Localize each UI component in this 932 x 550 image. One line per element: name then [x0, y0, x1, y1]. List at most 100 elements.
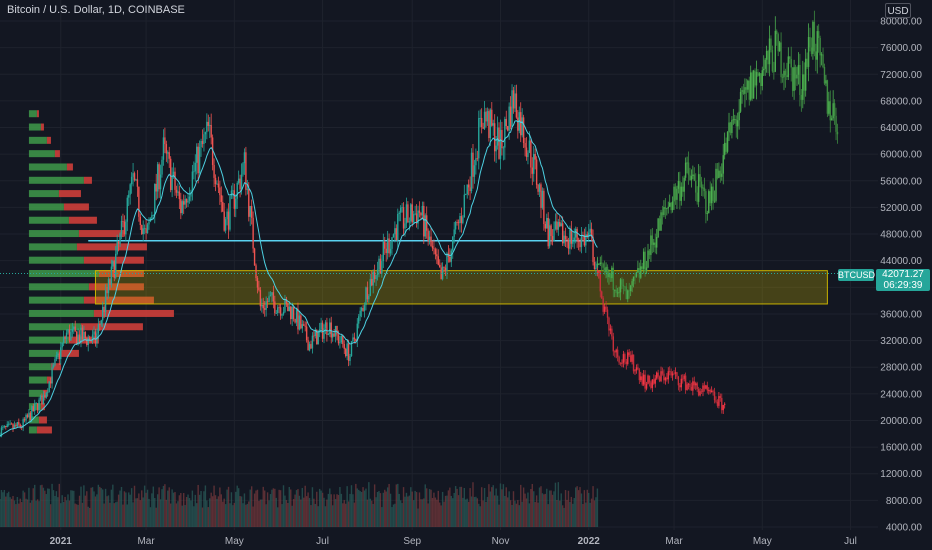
profile-bar-up [28, 349, 59, 357]
volume-bar [454, 486, 457, 527]
candle [541, 190, 544, 208]
time-axis[interactable]: 2021 Mar May Jul Sep Nov 2022 Mar May Jul [50, 536, 857, 547]
candle [353, 337, 356, 340]
volume-bar [320, 490, 322, 527]
bear-projection-candle [641, 376, 643, 385]
candle [579, 241, 581, 248]
volume-bar [227, 486, 230, 527]
volume-bar [298, 495, 301, 527]
time-tick-label: Mar [665, 536, 683, 547]
price-tick-label: 76000.00 [880, 43, 922, 54]
candle [167, 152, 169, 154]
volume-bar [430, 489, 432, 527]
volume-bar [112, 484, 114, 527]
volume-bar [204, 485, 207, 527]
candle [298, 315, 301, 330]
last-price-badge: 42071.27 06:29:39 [876, 269, 930, 291]
volume-bar [541, 493, 544, 527]
candle [439, 264, 441, 268]
volume-bar [485, 502, 487, 527]
volume-bar [278, 489, 280, 527]
volume-bar [423, 498, 425, 527]
candle [337, 334, 340, 344]
volume-bar [439, 502, 441, 527]
candle [535, 159, 538, 185]
bear-projection-candle [715, 400, 717, 402]
candle [524, 143, 526, 148]
candle [384, 241, 386, 249]
bull-projection-candle [783, 70, 785, 78]
candle [272, 292, 275, 302]
volume-bar [281, 504, 283, 527]
volume-bar [314, 503, 317, 527]
volume-bar [38, 501, 40, 527]
candle [554, 221, 557, 229]
currency-label[interactable]: USD [885, 3, 911, 18]
candle [152, 215, 155, 216]
candle [141, 225, 143, 235]
volume-bar [29, 502, 32, 527]
candle [457, 222, 460, 224]
volume-bar [373, 484, 376, 527]
candle [462, 217, 464, 223]
candle [496, 127, 499, 146]
candle [365, 287, 367, 306]
bull-projection-candle [734, 119, 736, 121]
ema-path [0, 120, 598, 437]
volume-bar [136, 498, 139, 527]
candle [547, 217, 549, 247]
candlesticks [0, 84, 599, 438]
candle [264, 308, 266, 310]
price-axis[interactable]: 80000.00 76000.00 72000.00 68000.00 64000.00… [880, 17, 922, 534]
candle [119, 233, 121, 244]
candle [71, 328, 74, 332]
volume-bar [233, 502, 236, 527]
volume-bar [371, 500, 373, 527]
candle [404, 223, 406, 229]
volume-bar [353, 502, 356, 527]
bull-projection-candle [629, 285, 632, 292]
candle [323, 328, 325, 339]
bull-projection-candle [722, 155, 724, 174]
candle [226, 211, 228, 220]
volume-bar [336, 494, 338, 527]
candle [99, 324, 101, 326]
volume-bar [407, 496, 409, 527]
volume-bar [70, 490, 72, 527]
candle [93, 331, 95, 335]
candle [32, 406, 34, 412]
bull-projection-candle [670, 202, 672, 211]
bull-projection-candle [804, 58, 807, 91]
candle [120, 220, 123, 234]
bull-projection-candle [710, 186, 713, 204]
bull-projection-candle [823, 66, 826, 84]
candle [310, 344, 312, 349]
candle [561, 223, 564, 244]
volume-bar [301, 487, 304, 527]
price-tick-label: 64000.00 [880, 123, 922, 134]
price-tick-label: 12000.00 [880, 469, 922, 480]
bear-projection-candle [723, 403, 726, 405]
candle [382, 241, 385, 262]
bull-projection-candle [686, 162, 688, 164]
candle [7, 423, 10, 425]
volume-bar [372, 503, 374, 527]
bull-projection-candle [806, 58, 808, 67]
bull-projection-candle [777, 34, 779, 52]
bull-projection-candle [706, 213, 709, 215]
bull-projection-candle [758, 73, 761, 76]
bear-projection-candle [702, 385, 704, 392]
candle [305, 326, 308, 341]
volume-bar [222, 501, 224, 527]
volume-bar [91, 487, 94, 527]
candle [376, 269, 379, 276]
bear-projection-candle [716, 401, 719, 406]
time-tick-label: 2021 [50, 536, 73, 547]
volume-bar [146, 489, 149, 527]
volume-bar [217, 496, 220, 527]
time-tick-label: Jul [316, 536, 329, 547]
volume-bar [501, 489, 503, 527]
candle [564, 235, 567, 240]
volume-bar [392, 504, 395, 527]
